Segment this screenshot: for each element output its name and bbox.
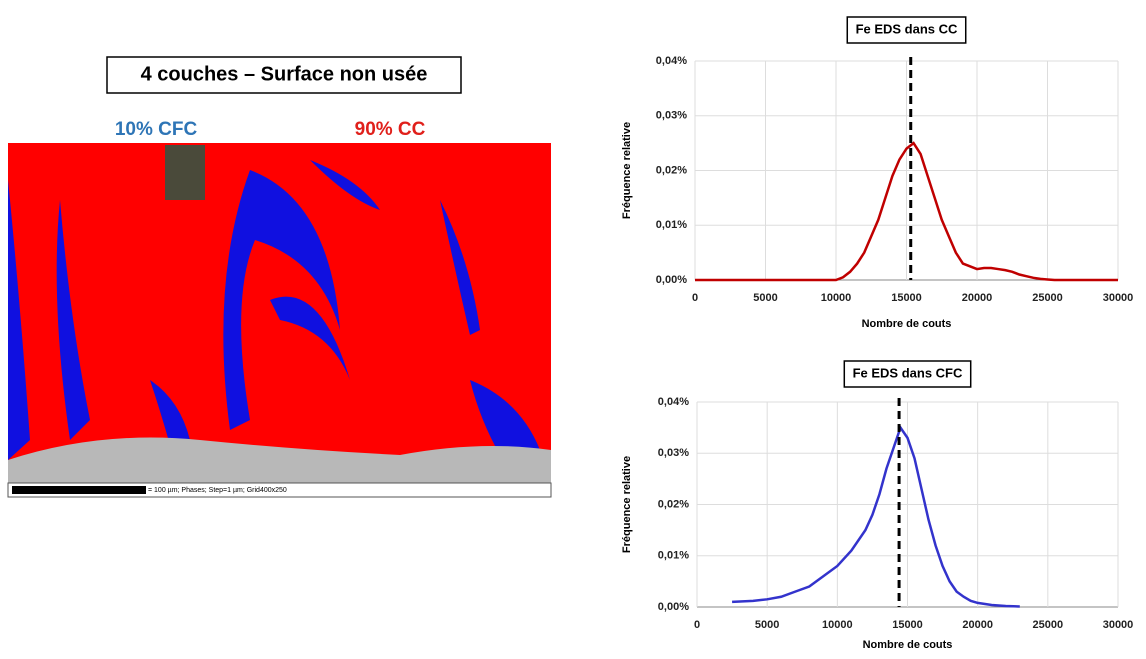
y-tick-label: 0,00% [656,274,687,286]
scale-text: = 100 µm; Phases; Step=1 µm; Grid400x250 [148,487,287,494]
y-axis-label: Fréquence relative [621,456,633,553]
phase-map [7,143,552,498]
phase-label: 10% CFC [115,119,198,140]
y-tick-label: 0,02% [658,498,689,510]
x-tick-label: 20000 [962,619,993,631]
x-tick-label: 0 [692,292,698,304]
y-tick-label: 0,01% [658,550,689,562]
y-tick-label: 0,00% [658,601,689,613]
y-axis-label: Fréquence relative [621,122,633,219]
x-tick-label: 25000 [1032,292,1063,304]
y-tick-label: 0,03% [658,447,689,459]
y-tick-label: 0,03% [656,110,687,122]
x-tick-label: 10000 [822,619,853,631]
data-line [695,141,1118,282]
x-tick-label: 30000 [1103,292,1134,304]
x-tick-label: 20000 [962,292,993,304]
x-tick-label: 15000 [891,292,922,304]
slide-title: 4 couches – Surface non usée [141,63,428,85]
phase-label: 90% CC [355,119,426,140]
x-tick-label: 5000 [755,619,779,631]
x-tick-label: 30000 [1103,619,1134,631]
y-tick-label: 0,01% [656,219,687,231]
x-tick-label: 10000 [821,292,852,304]
x-tick-label: 25000 [1033,619,1064,631]
data-line [732,424,1020,608]
y-tick-label: 0,04% [656,55,687,67]
chart-title: Fe EDS dans CFC [853,365,963,380]
chart-title-box [846,16,967,44]
x-axis-label: Nombre de couts [862,318,952,330]
chart-title-box [843,360,972,388]
x-tick-label: 5000 [753,292,777,304]
y-tick-label: 0,04% [658,396,689,408]
x-tick-label: 0 [694,619,700,631]
title-box [106,56,462,94]
y-tick-label: 0,02% [656,164,687,176]
chart-title: Fe EDS dans CC [856,21,958,36]
x-tick-label: 15000 [892,619,923,631]
x-axis-label: Nombre de couts [863,639,953,651]
